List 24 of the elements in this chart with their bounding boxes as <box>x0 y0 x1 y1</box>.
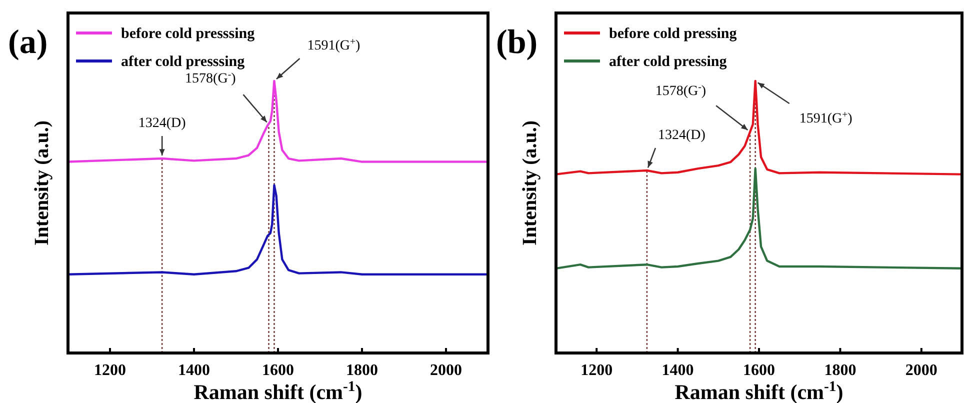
y-axis-title: Intensity (a.u.) <box>519 120 541 246</box>
x-tick-label: 1200 <box>580 362 613 379</box>
legend-label: before cold presssing <box>121 26 256 42</box>
chart-title: (b) <box>496 24 538 61</box>
annotation: 1591(G$^{+}$) <box>799 109 853 126</box>
x-tick-label: 2000 <box>905 362 938 379</box>
x-tick-label: 1800 <box>346 362 378 379</box>
annotation: 1324(D) <box>138 116 186 132</box>
legend-label: after cold presssing <box>121 54 246 70</box>
x-tick-label: 1600 <box>262 362 294 379</box>
y-axis-title: Intensity (a.u.) <box>31 120 53 246</box>
x-tick-label: 1600 <box>743 362 775 379</box>
legend-label: before cold pressing <box>609 26 738 42</box>
x-tick-label: 1400 <box>178 362 210 379</box>
x-tick-label: 2000 <box>430 362 462 379</box>
x-tick-label: 1400 <box>662 362 694 379</box>
annotation: 1591(G$^{+}$) <box>307 36 361 54</box>
x-tick-label: 1800 <box>824 362 856 379</box>
legend-label: after cold pressing <box>609 54 728 70</box>
annotation: 1324(D) <box>658 128 706 143</box>
annotation: 1578(G$^{-}$) <box>185 69 236 87</box>
x-tick-label: 1200 <box>94 362 126 379</box>
chart-title: (a) <box>8 24 48 61</box>
annotation: 1578(G$^{-}$) <box>655 82 706 100</box>
